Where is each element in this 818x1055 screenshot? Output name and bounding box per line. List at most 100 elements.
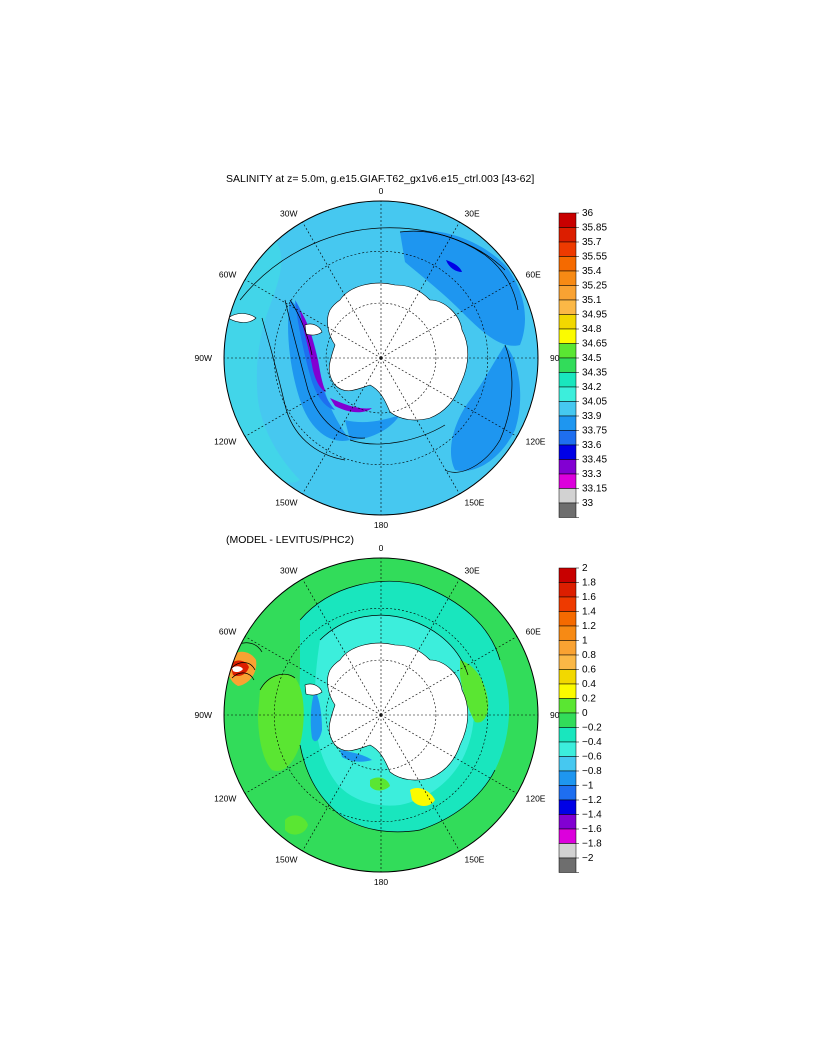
colorbar-swatch bbox=[558, 843, 577, 859]
colorbar-label: 0 bbox=[582, 708, 588, 719]
colorbar-label: 33 bbox=[582, 498, 594, 509]
colorbar-label: 1.6 bbox=[582, 592, 596, 603]
colorbar-label: 34.95 bbox=[582, 310, 607, 321]
colorbar-label: 36 bbox=[582, 208, 594, 219]
colorbar-label: 33.9 bbox=[582, 411, 602, 422]
colorbar-swatch bbox=[558, 741, 577, 757]
colorbar-swatch bbox=[558, 611, 577, 627]
colorbar-label: 0.8 bbox=[582, 650, 596, 661]
lon-label: 60E bbox=[526, 627, 541, 637]
colorbar-swatch bbox=[558, 401, 577, 417]
lon-label: 120E bbox=[526, 794, 546, 804]
colorbar-swatch bbox=[558, 212, 577, 228]
colorbar-swatch bbox=[558, 372, 577, 388]
lon-label: 90W bbox=[195, 710, 212, 720]
colorbar-swatch bbox=[558, 343, 577, 359]
colorbar-swatch bbox=[558, 473, 577, 489]
colorbar-label: 35.4 bbox=[582, 266, 602, 277]
lon-label: 90E bbox=[550, 710, 565, 720]
colorbar-swatch bbox=[558, 567, 577, 583]
colorbar-label: −1.4 bbox=[582, 810, 602, 821]
lon-label: 30W bbox=[280, 208, 297, 218]
colorbar-label: −0.2 bbox=[582, 723, 602, 734]
colorbar-label: 35.25 bbox=[582, 281, 607, 292]
lon-label: 30E bbox=[465, 208, 480, 218]
colorbar-swatch bbox=[558, 857, 577, 873]
panel-2-title: (MODEL - LEVITUS/PHC2) bbox=[226, 534, 354, 546]
lon-label: 30W bbox=[280, 565, 297, 575]
lon-label: 90E bbox=[550, 353, 565, 363]
colorbar-label: 33.3 bbox=[582, 469, 602, 480]
colorbar-label: 1 bbox=[582, 636, 588, 647]
colorbar-label: 1.2 bbox=[582, 621, 596, 632]
colorbar-swatch bbox=[558, 502, 577, 518]
colorbar-label: −1 bbox=[582, 781, 594, 792]
colorbar-label: 34.2 bbox=[582, 382, 602, 393]
colorbar-label: −1.8 bbox=[582, 839, 602, 850]
colorbar-label: −2 bbox=[582, 853, 594, 864]
colorbar-swatch bbox=[558, 596, 577, 612]
colorbar-swatch bbox=[558, 770, 577, 786]
lon-label: 90W bbox=[195, 353, 212, 363]
colorbar-swatch bbox=[558, 814, 577, 830]
colorbar-swatch bbox=[558, 270, 577, 286]
colorbar-label: 34.65 bbox=[582, 339, 607, 350]
lon-label: 150W bbox=[275, 855, 297, 865]
colorbar-swatch bbox=[558, 357, 577, 373]
lon-label: 0 bbox=[379, 543, 384, 553]
lon-label: 120E bbox=[526, 437, 546, 447]
colorbar-label: 33.45 bbox=[582, 455, 607, 466]
colorbar-swatch bbox=[558, 683, 577, 699]
colorbar-swatch bbox=[558, 285, 577, 301]
colorbar-swatch bbox=[558, 314, 577, 330]
colorbar-label: 0.4 bbox=[582, 679, 596, 690]
colorbar: 36 35.85 35.7 35.55 35.4 35.25 35.1 34.95 34.8 34… bbox=[558, 208, 607, 518]
lon-label: 120W bbox=[214, 437, 236, 447]
lon-label: 120W bbox=[214, 794, 236, 804]
colorbar-swatch bbox=[558, 328, 577, 344]
colorbar-label: 34.8 bbox=[582, 324, 602, 335]
colorbar-label: 34.35 bbox=[582, 368, 607, 379]
colorbar-swatch bbox=[558, 698, 577, 714]
colorbar-label: −0.8 bbox=[582, 766, 602, 777]
colorbar-label: −1.6 bbox=[582, 824, 602, 835]
lon-label: 0 bbox=[379, 186, 384, 196]
lon-label: 60W bbox=[219, 270, 236, 280]
colorbar-label: 34.5 bbox=[582, 353, 602, 364]
colorbar-swatch bbox=[558, 712, 577, 728]
colorbar-label: 33.6 bbox=[582, 440, 602, 451]
map-1 bbox=[223, 200, 539, 516]
colorbar-swatch bbox=[558, 785, 577, 801]
lon-label: 150E bbox=[465, 855, 485, 865]
colorbar-swatch bbox=[558, 654, 577, 670]
colorbar-swatch bbox=[558, 582, 577, 598]
colorbar: 2 1.8 1.6 1.4 1.2 1 0.8 0.6 0.4 0.2 0 −0.2 −0.4 −0.6 −… bbox=[558, 563, 602, 873]
colorbar-label: 35.55 bbox=[582, 252, 607, 263]
colorbar-label: 2 bbox=[582, 563, 588, 574]
colorbar-swatch bbox=[558, 227, 577, 243]
map-2 bbox=[223, 557, 539, 873]
panel-1-title: SALINITY at z= 5.0m, g.e15.GIAF.T62_gx1v… bbox=[226, 173, 535, 185]
lon-label: 150W bbox=[275, 498, 297, 508]
lon-label: 180 bbox=[374, 520, 388, 530]
colorbar-swatch bbox=[558, 669, 577, 685]
colorbar-label: 35.1 bbox=[582, 295, 602, 306]
colorbar-swatch bbox=[558, 299, 577, 315]
colorbar-swatch bbox=[558, 256, 577, 272]
colorbar-label: 33.75 bbox=[582, 426, 607, 437]
colorbar-swatch bbox=[558, 640, 577, 656]
colorbar-label: −0.4 bbox=[582, 737, 602, 748]
colorbar-swatch bbox=[558, 828, 577, 844]
colorbar-swatch bbox=[558, 241, 577, 257]
colorbar-swatch bbox=[558, 386, 577, 402]
colorbar-swatch bbox=[558, 727, 577, 743]
colorbar-swatch bbox=[558, 625, 577, 641]
colorbar-swatch bbox=[558, 799, 577, 815]
colorbar-label: 33.15 bbox=[582, 484, 607, 495]
lon-label: 180 bbox=[374, 877, 388, 887]
lon-label: 60W bbox=[219, 627, 236, 637]
lon-label: 60E bbox=[526, 270, 541, 280]
colorbar-swatch bbox=[558, 459, 577, 475]
colorbar-swatch bbox=[558, 444, 577, 460]
